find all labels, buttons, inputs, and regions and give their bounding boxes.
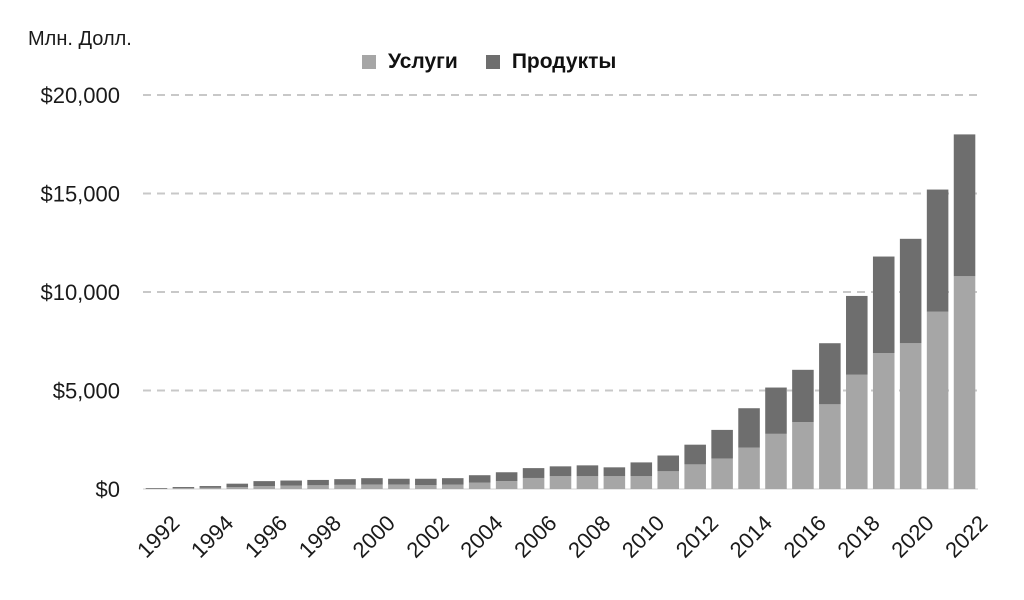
bar-segment-services	[199, 487, 222, 489]
bar-segment-services	[711, 458, 733, 489]
bar-segment-services	[307, 485, 329, 489]
bar-segment-services	[630, 476, 653, 489]
bar-segment-products	[361, 478, 383, 485]
bar-segment-services	[334, 484, 356, 489]
bar-segment-services	[226, 487, 249, 489]
y-unit-label: Млн. Долл.	[28, 28, 132, 50]
bar-segment-products	[334, 479, 356, 485]
legend-item-services: Услуги	[362, 50, 458, 74]
bar-segment-services	[415, 485, 437, 489]
bar-segment-products	[738, 408, 760, 448]
bar-segment-services	[441, 484, 464, 489]
bar-segment-services	[549, 476, 572, 489]
bar-segment-products	[468, 475, 491, 483]
x-tick-label: 2010	[617, 510, 669, 562]
bar-segment-services	[468, 482, 491, 489]
bar-segment-services	[792, 422, 814, 489]
bar-segment-products	[657, 455, 680, 472]
bar-segment-products	[630, 462, 653, 477]
bar-segment-services	[953, 276, 976, 489]
bar-segment-products	[307, 479, 329, 486]
bar-segment-services	[846, 374, 868, 489]
bar-segment-products	[926, 189, 949, 312]
x-tick-label: 1992	[132, 510, 184, 562]
bar-segment-services	[253, 486, 275, 489]
bar-segment-products	[899, 238, 922, 344]
bar-segment-services	[495, 481, 518, 489]
x-tick-label: 1998	[294, 510, 346, 562]
legend-swatch-services	[362, 55, 376, 69]
bar-segment-products	[145, 488, 168, 489]
bar-segment-products	[576, 465, 599, 477]
y-tick-label: $10,000	[40, 280, 120, 305]
x-tick-label: 2018	[832, 510, 884, 562]
bar-segment-services	[899, 343, 922, 489]
bar-segment-services	[684, 464, 706, 489]
bar-segment-products	[711, 429, 733, 459]
bar-segment-products	[495, 472, 518, 482]
bar-segment-products	[792, 369, 814, 423]
bar-segment-services	[819, 404, 841, 489]
bar-segment-services	[872, 353, 895, 489]
bar-segment-products	[765, 387, 787, 434]
legend-label-products: Продукты	[511, 50, 617, 73]
y-tick-label: $0	[96, 477, 120, 502]
bar-segment-products	[388, 478, 410, 485]
bar-segment-services	[280, 485, 302, 489]
bar-segment-products	[253, 481, 275, 487]
legend-swatch-products	[485, 55, 500, 69]
x-tick-label: 2000	[348, 510, 400, 562]
y-tick-label: $20,000	[40, 83, 120, 108]
bar-segment-services	[765, 433, 787, 489]
bar-segment-products	[819, 343, 841, 405]
bar-segment-products	[522, 468, 545, 478]
x-tick-label: 2020	[886, 510, 938, 562]
y-tick-label: $5,000	[53, 379, 120, 404]
bar-segment-services	[172, 488, 195, 489]
bar-segment-services	[361, 484, 383, 489]
x-tick-label: 2004	[455, 510, 507, 562]
x-tick-label: 2014	[725, 510, 777, 562]
bar-segment-services	[603, 476, 626, 489]
bar-segment-services	[576, 476, 599, 489]
bar-segment-services	[657, 471, 680, 489]
legend-label-services: Услуги	[388, 50, 458, 73]
y-tick-label: $15,000	[40, 182, 120, 207]
bar-segment-services	[522, 477, 545, 489]
bar-segment-products	[846, 295, 868, 375]
bar-segment-products	[415, 478, 437, 486]
bar-segment-products	[953, 134, 976, 277]
x-tick-label: 2016	[779, 510, 831, 562]
bar-segment-services	[738, 447, 760, 489]
bar-segment-services	[926, 311, 949, 489]
x-tick-label: 2008	[563, 510, 615, 562]
bar-segment-services	[388, 484, 410, 489]
x-tick-label: 1996	[240, 510, 292, 562]
bar-segment-products	[280, 480, 302, 486]
x-tick-label: 2022	[940, 510, 992, 562]
x-tick-label: 2006	[509, 510, 561, 562]
legend-item-products: Продукты	[485, 50, 617, 74]
bar-segment-products	[603, 467, 626, 477]
x-tick-label: 2002	[402, 510, 454, 562]
bar-segment-products	[172, 487, 195, 489]
bar-segment-products	[226, 483, 249, 488]
bar-segment-products	[441, 478, 464, 485]
bar-segment-products	[684, 444, 706, 465]
bar-segment-products	[872, 256, 895, 354]
bar-segment-products	[199, 486, 222, 488]
legend: Услуги Продукты	[362, 50, 644, 74]
x-tick-label: 1994	[186, 510, 238, 562]
x-tick-label: 2012	[671, 510, 723, 562]
bar-segment-products	[549, 466, 572, 477]
